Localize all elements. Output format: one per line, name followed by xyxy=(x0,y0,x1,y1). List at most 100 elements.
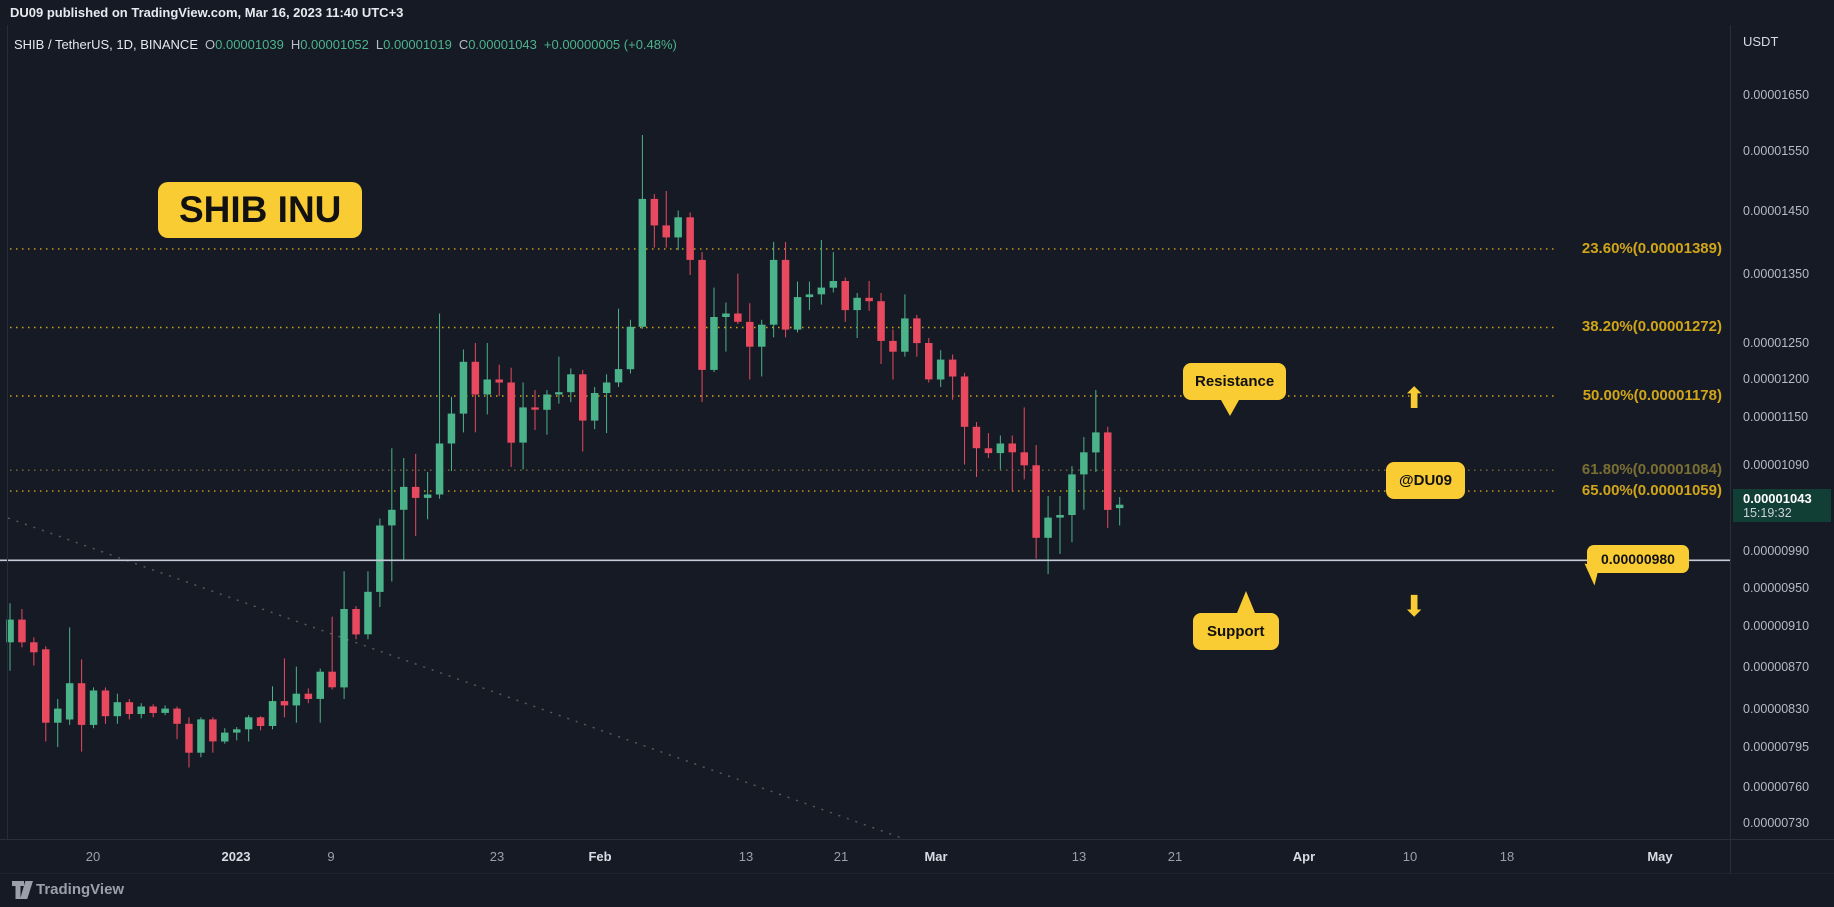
price-tick-label: 0.00000730 xyxy=(1743,816,1810,830)
publish-bar: DU09 published on TradingView.com, Mar 1… xyxy=(0,0,1834,25)
candle-body xyxy=(125,702,134,714)
last-price-value: 0.00001043 xyxy=(1743,491,1812,506)
candle-body xyxy=(209,719,217,742)
price-tick-label: 0.00001090 xyxy=(1743,458,1810,472)
price-tick-label: 0.00001650 xyxy=(1743,88,1810,102)
axis-currency-label: USDT xyxy=(1743,34,1779,49)
fib-level-label: 50.00%(0.00001178) xyxy=(1582,387,1722,404)
time-tick-label: 23 xyxy=(489,849,505,864)
candle-body xyxy=(30,642,38,653)
chart-pane[interactable]: SHIB / TetherUS, 1D, BINANCE O0.00001039 H… xyxy=(0,25,1730,839)
ohlc-high-key: H xyxy=(290,37,301,52)
time-tick-label: 9 xyxy=(327,849,335,864)
candle-body xyxy=(411,486,420,498)
symbol-legend[interactable]: SHIB / TetherUS, 1D, BINANCE O0.00001039 H… xyxy=(14,37,684,52)
candle-body xyxy=(590,393,599,421)
support-price-callout[interactable]: 0.00000980 xyxy=(1579,545,1689,586)
candle-body xyxy=(913,318,921,344)
price-tick-label: 0.00000870 xyxy=(1743,660,1810,674)
time-tick-label: 10 xyxy=(1402,849,1418,864)
candle-body xyxy=(698,259,706,370)
candle-body xyxy=(77,683,86,725)
candle-body xyxy=(388,509,396,526)
countdown-timer: 15:19:32 xyxy=(1743,506,1792,520)
candle-body xyxy=(233,729,241,733)
down-arrow-icon[interactable]: ⬇ xyxy=(1402,589,1427,623)
candle-body xyxy=(793,297,802,330)
candle-body xyxy=(662,225,670,238)
time-tick-label: 18 xyxy=(1499,849,1515,864)
last-price-box: 0.00001043 15:19:32 xyxy=(1733,489,1831,522)
up-arrow-icon[interactable]: ⬆ xyxy=(1402,381,1427,415)
candle-body xyxy=(471,361,480,395)
ohlc-low-value: 0.00001019 xyxy=(383,37,452,52)
author-badge[interactable]: @DU09 xyxy=(1386,462,1465,499)
time-tick-label: Apr xyxy=(1292,849,1316,864)
candle-body xyxy=(447,413,456,444)
candle-body xyxy=(113,702,122,717)
candle-body xyxy=(1044,517,1052,538)
candle-body xyxy=(149,706,157,713)
time-tick-label: 21 xyxy=(833,849,849,864)
candle-body xyxy=(805,294,814,298)
price-tick-label: 0.00001350 xyxy=(1743,267,1810,281)
price-tick-label: 0.00001250 xyxy=(1743,336,1810,350)
ohlc-close-key: C xyxy=(458,37,469,52)
time-tick-label: 21 xyxy=(1167,849,1183,864)
candle-body xyxy=(925,343,933,380)
candle-body xyxy=(221,732,229,742)
candle-body xyxy=(352,609,360,635)
candle-body xyxy=(1056,515,1064,518)
ohlc-close-value: 0.00001043 xyxy=(468,37,537,52)
candle-body xyxy=(996,443,1005,454)
price-tick-label: 0.00000950 xyxy=(1743,581,1810,595)
price-tick-label: 0.00001200 xyxy=(1743,372,1810,386)
price-tick-label: 0.00001550 xyxy=(1743,144,1810,158)
ohlc-low-key: L xyxy=(375,37,384,52)
fib-level-label: 65.00%(0.00001059) xyxy=(1581,482,1722,499)
candle-body xyxy=(423,494,432,498)
fib-level-label: 61.80%(0.00001084) xyxy=(1581,461,1722,478)
candle-body xyxy=(710,317,718,370)
descending-trendline[interactable] xyxy=(7,517,952,839)
fib-level-label: 23.60%(0.00001389) xyxy=(1581,240,1722,257)
candle-body xyxy=(42,649,50,723)
support-callout[interactable]: Support xyxy=(1193,591,1279,650)
candle-body xyxy=(734,313,742,322)
time-tick-label: 20 xyxy=(85,849,101,864)
candle-body xyxy=(1104,432,1112,510)
candle-body xyxy=(256,717,265,726)
time-axis[interactable]: 20 2023 9 23 Feb 13 21 Mar 13 21 Apr 10 18 May xyxy=(0,839,1834,874)
candle-body xyxy=(1115,504,1124,509)
callout-tail-up xyxy=(1237,591,1255,613)
candle-body xyxy=(960,376,969,427)
candle-body xyxy=(364,591,372,635)
candle-body xyxy=(567,374,575,393)
candle-body xyxy=(400,486,408,510)
price-tick-label: 0.00001150 xyxy=(1743,410,1809,424)
candle-body xyxy=(316,671,324,699)
candle-body xyxy=(65,683,74,720)
candle-body xyxy=(519,407,527,443)
price-tick-label: 0.00000910 xyxy=(1743,619,1810,633)
shib-inu-watermark-label[interactable]: SHIB INU xyxy=(158,182,363,238)
candle-body xyxy=(1008,443,1016,453)
candle-body xyxy=(829,281,838,288)
candle-body xyxy=(435,443,444,495)
candle-body xyxy=(1068,474,1076,515)
time-tick-label: 13 xyxy=(1071,849,1087,864)
candle-body xyxy=(340,609,348,688)
candle-body xyxy=(495,379,503,383)
candle-body xyxy=(638,198,647,327)
candle-body xyxy=(841,281,849,311)
candle-body xyxy=(531,407,539,410)
time-tick-label: 2023 xyxy=(221,849,251,864)
candle-body xyxy=(161,708,169,713)
candle-body xyxy=(889,340,897,352)
support-label: Support xyxy=(1207,623,1265,640)
candle-body xyxy=(328,671,336,688)
candle-body xyxy=(1032,465,1040,538)
price-axis[interactable]: USDT 0.00001650 0.00001550 0.00001450 0.000… xyxy=(1730,25,1834,839)
candle-body xyxy=(268,701,277,726)
resistance-callout[interactable]: Resistance xyxy=(1183,363,1287,416)
